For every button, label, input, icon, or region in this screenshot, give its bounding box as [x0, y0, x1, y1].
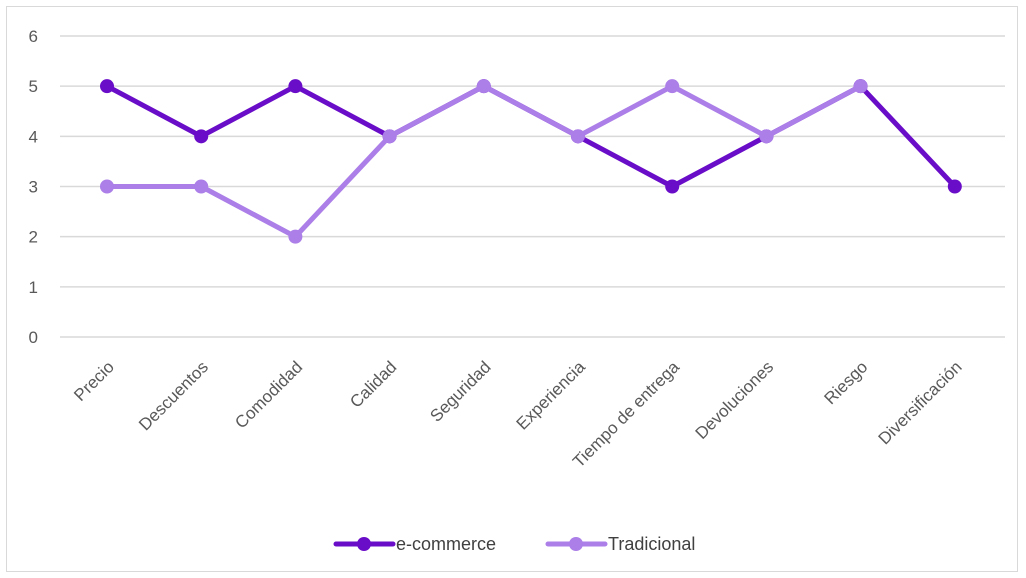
legend-marker-tradicional [569, 537, 583, 551]
legend-entry-tradicional: Tradicional [545, 534, 695, 554]
y-tick-label: 5 [29, 77, 38, 96]
x-category-label: Precio [70, 357, 118, 405]
gridlines [60, 35, 1005, 338]
data-point [853, 79, 868, 94]
data-point [571, 129, 585, 144]
x-category-label: Descuentos [135, 357, 212, 434]
data-point [382, 129, 397, 144]
x-category-label: Tiempo de entrega [569, 357, 683, 471]
data-point [288, 79, 303, 94]
y-tick-label: 2 [29, 228, 38, 247]
y-tick-label: 6 [29, 27, 38, 46]
x-category-label: Devoluciones [692, 357, 778, 443]
legend-label-ecommerce: e-commerce [396, 534, 496, 554]
y-axis-tick-labels: 0 1 2 3 4 5 6 [29, 27, 38, 347]
x-category-label: Riesgo [821, 357, 872, 408]
data-point [476, 79, 491, 94]
data-point [194, 129, 209, 144]
data-point [759, 129, 774, 144]
series-tradicional [100, 79, 868, 244]
data-point [100, 179, 114, 194]
y-tick-label: 3 [29, 178, 38, 197]
legend-entry-ecommerce: e-commerce [333, 534, 496, 554]
data-point [288, 229, 303, 244]
x-category-label: Seguridad [426, 357, 494, 425]
legend-label-tradicional: Tradicional [608, 534, 695, 554]
y-tick-label: 1 [29, 278, 38, 297]
legend: e-commerce Tradicional [333, 534, 695, 554]
data-point [665, 79, 680, 94]
x-category-label: Experiencia [513, 357, 590, 434]
data-point [947, 179, 962, 194]
x-category-label: Comodidad [231, 357, 306, 432]
x-category-label: Diversificación [875, 357, 966, 448]
y-tick-label: 4 [29, 127, 38, 146]
data-series [100, 79, 962, 244]
x-category-label: Calidad [346, 357, 400, 411]
series-line [104, 83, 864, 240]
x-axis-category-labels: Precio Descuentos Comodidad Calidad Segurida… [70, 357, 965, 471]
data-point [100, 79, 114, 94]
data-point [665, 179, 680, 194]
data-point [194, 179, 209, 194]
y-tick-label: 0 [29, 328, 38, 347]
legend-marker-ecommerce [357, 537, 371, 551]
